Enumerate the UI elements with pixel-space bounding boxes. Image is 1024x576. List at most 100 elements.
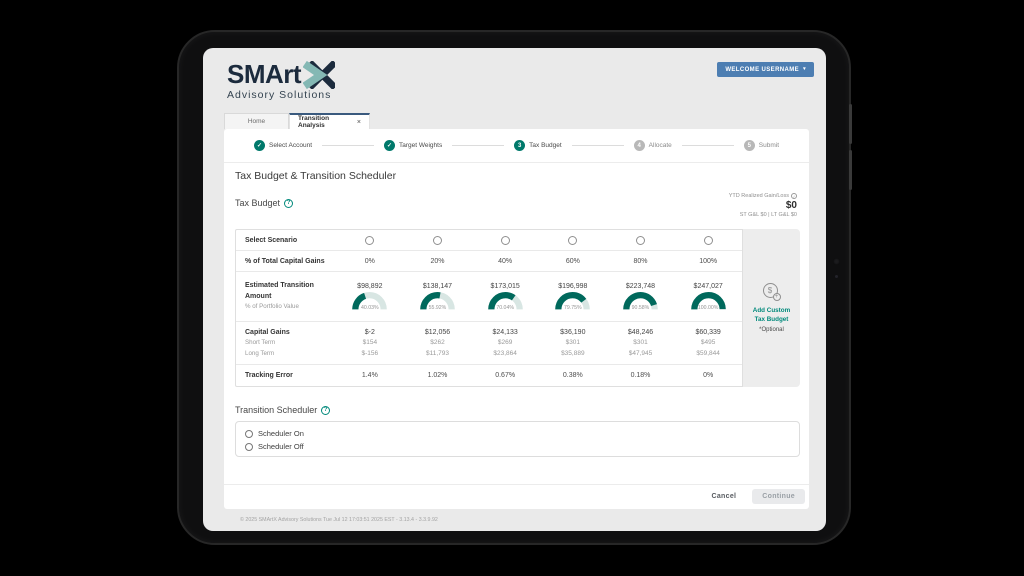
portfolio-pct-label: 79.75% (564, 304, 582, 311)
row-label-text: % of Total Capital Gains (245, 257, 325, 265)
row-label: % of Total Capital Gains (236, 251, 336, 271)
portfolio-pct-label: 40.03% (361, 304, 379, 311)
scenario-radio[interactable] (500, 235, 510, 245)
row-label-text: Estimated Transition Amount (245, 282, 314, 301)
row-label-text: Tracking Error (245, 372, 293, 379)
capital-gains-cell: $60,339 $495 $59,844 (696, 327, 721, 359)
pct-capital-gains-value: 40% (498, 257, 513, 265)
ytd-gain-loss: YTD Realized Gain/Loss i $0 ST G&L $0 | … (729, 193, 797, 218)
scenario-radio[interactable] (365, 235, 375, 245)
row-label: Estimated Transition Amount % of Portfol… (236, 272, 336, 321)
capital-gains-cell: $36,190 $301 $35,889 (560, 327, 585, 359)
step-connector (452, 145, 505, 146)
help-icon[interactable]: ? (284, 198, 294, 208)
tab-home[interactable]: Home (224, 113, 289, 129)
tablet-camera-dot (835, 275, 838, 278)
scheduler-section-label: Transition Scheduler (235, 405, 318, 415)
long-term-value: $23,864 (493, 349, 517, 357)
pct-capital-gains-value: 20% (430, 257, 445, 265)
step-tax-budget[interactable]: 3 Tax Budget (514, 140, 562, 151)
tab-transition-analysis[interactable]: Transition Analysis × (289, 113, 370, 129)
long-term-value: $47,945 (628, 349, 653, 357)
scenario-radio[interactable] (432, 235, 442, 245)
long-term-value: $59,844 (696, 349, 720, 357)
check-icon: ✓ (383, 140, 395, 151)
scheduler-option-scheduler-off[interactable]: Scheduler Off (245, 440, 799, 453)
tab-label: Home (247, 118, 266, 125)
main-content-card: ✓ Select Account ✓ Target Weights 3 Tax Budge… (224, 129, 809, 509)
page-title: Tax Budget & Transition Scheduler (235, 170, 397, 182)
cancel-button[interactable]: Cancel (704, 489, 745, 504)
continue-button[interactable]: Continue (752, 489, 805, 504)
step-allocate[interactable]: 4 Allocate (633, 140, 672, 151)
pct-capital-gains-value: 100% (699, 257, 718, 265)
tax-budget-section-header: Tax Budget ? (235, 198, 294, 208)
logo-subtitle: Advisory Solutions (227, 89, 332, 101)
help-icon[interactable]: ? (321, 405, 331, 415)
scenario-radio[interactable] (635, 235, 645, 245)
step-number: 5 (743, 140, 755, 151)
scenario-radio[interactable] (703, 235, 713, 245)
capital-gains-value: $12,056 (424, 329, 451, 336)
row-label-text: Select Scenario (245, 236, 298, 244)
screen: SMArt Advisory Solutions WELCOME USERNAM… (203, 48, 826, 531)
tracking-error-value: 0.38% (562, 372, 583, 379)
portfolio-pct-label: 90.58% (631, 304, 650, 311)
table-row-capital-gains: Capital Gains Short Term Long Term $-2 $1… (236, 322, 742, 365)
tracking-error-value: 1.4% (361, 372, 378, 379)
portfolio-gauge: 40.03% (351, 291, 388, 311)
row-label: Select Scenario (236, 230, 336, 250)
step-number: 3 (514, 140, 526, 151)
copyright-version-text: © 2025 SMArtX Advisory Solutions Tue Jul… (240, 517, 438, 523)
step-connector (322, 145, 374, 146)
chevron-down-icon: ▾ (803, 66, 806, 72)
estimated-amount: $223,748 (625, 282, 656, 290)
step-select-account[interactable]: ✓ Select Account (254, 140, 312, 151)
portfolio-gauge: 79.75% (554, 291, 591, 311)
capital-gains-cell: $-2 $154 $-156 (362, 327, 379, 359)
radio-icon[interactable] (245, 429, 253, 438)
tracking-error-value: 0.18% (630, 372, 651, 379)
short-term-value: $495 (700, 339, 716, 346)
tablet-side-button (849, 150, 852, 190)
estimated-amount: $196,998 (558, 282, 588, 290)
pct-capital-gains-value: 60% (565, 257, 580, 265)
short-term-value: $301 (565, 339, 581, 346)
capital-gains-cell: $24,133 $269 $23,864 (493, 327, 518, 359)
row-label: Tracking Error (236, 365, 336, 386)
estimated-amount: $98,892 (357, 282, 383, 290)
tracking-error-value: 1.02% (427, 372, 448, 379)
portfolio-pct-label: 55.92% (428, 304, 447, 311)
pct-capital-gains-value: 0% (364, 257, 375, 265)
step-submit[interactable]: 5 Submit (743, 140, 779, 151)
tab-bar: Home Transition Analysis × (224, 113, 370, 129)
add-custom-tax-budget-button[interactable]: $ + Add Custom Tax Budget *Optional (743, 229, 800, 387)
stepper: ✓ Select Account ✓ Target Weights 3 Tax Budge… (254, 137, 779, 154)
tax-budget-section-label: Tax Budget (235, 198, 281, 208)
tablet-camera (833, 258, 840, 265)
capital-gains-value: $60,339 (695, 329, 721, 336)
radio-icon[interactable] (245, 442, 253, 451)
step-label: Target Weights (398, 142, 443, 149)
info-icon[interactable]: i (791, 193, 797, 199)
estimated-amount: $247,027 (693, 282, 723, 290)
scheduler-section-header: Transition Scheduler ? (235, 405, 331, 415)
estimated-amount-cell: $247,027 100.00% (690, 283, 727, 311)
logo-x-icon (303, 61, 336, 89)
scenario-radio[interactable] (568, 235, 578, 245)
add-custom-label-line1: Add Custom (752, 307, 791, 314)
tax-budget-table-area: Select Scenario % of Total Capital Gains… (235, 229, 800, 387)
welcome-username-button[interactable]: WELCOME USERNAME ▾ (717, 62, 814, 77)
close-icon[interactable]: × (356, 118, 361, 126)
short-term-value: $301 (633, 339, 648, 346)
short-term-value: $269 (497, 339, 513, 346)
step-target-weights[interactable]: ✓ Target Weights (383, 140, 443, 151)
scheduler-option-scheduler-on[interactable]: Scheduler On (245, 427, 799, 440)
table-row-pct-capital-gains: % of Total Capital Gains 0% 20% 40% 60% 80% 1… (236, 251, 742, 272)
step-label: Tax Budget (529, 142, 562, 149)
capital-gains-value: $-2 (364, 329, 375, 336)
estimated-amount-cell: $173,015 70.04% (487, 283, 524, 311)
scheduler-option-label: Scheduler On (258, 429, 304, 438)
tracking-error-value: 0.67% (495, 372, 516, 379)
